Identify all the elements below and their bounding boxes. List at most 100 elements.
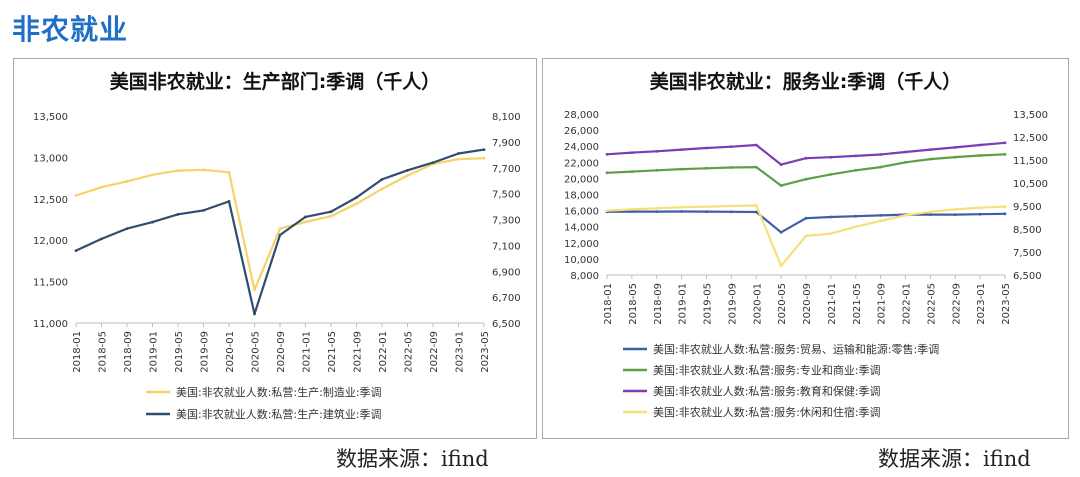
x-tick-label: 2022-05	[926, 283, 937, 325]
x-tick-label: 2019-05	[703, 283, 714, 325]
y-left-tick-label: 12,500	[33, 195, 68, 206]
legend-label: 美国:非农就业人数:私营:服务:教育和保健:季调	[653, 384, 881, 398]
data-point	[380, 178, 384, 181]
data-point	[929, 210, 932, 214]
data-point	[730, 166, 733, 169]
x-tick-label: 2023-01	[976, 283, 987, 325]
data-point	[227, 200, 231, 203]
data-point	[329, 214, 333, 218]
data-point	[100, 237, 103, 241]
series-line-3	[606, 141, 1006, 166]
y-right-tick-label: 7,900	[492, 138, 521, 149]
x-tick-label: 2019-01	[149, 331, 160, 373]
y-left-tick-label: 10,000	[564, 255, 599, 266]
y-right-tick-label: 7,500	[492, 190, 521, 201]
data-point	[457, 157, 460, 161]
data-point	[680, 148, 683, 151]
x-tick-label: 2019-09	[727, 283, 738, 325]
x-tick-label: 2020-05	[777, 283, 788, 325]
x-tick-label: 2018-01	[72, 331, 83, 373]
data-point	[829, 173, 833, 176]
x-tick-label: 2021-09	[877, 283, 888, 325]
y-right-tick-label: 7,300	[492, 216, 521, 227]
x-tick-label: 2020-05	[251, 331, 262, 373]
y-left-tick-label: 12,000	[33, 236, 68, 247]
chart-panel-services: 美国非农就业：服务业:季调（千人） 8,000 10,000 12,000 14,00…	[542, 58, 1069, 439]
data-point	[176, 169, 180, 172]
data-point	[804, 156, 808, 160]
data-point	[754, 210, 758, 214]
data-point	[605, 171, 609, 175]
data-point	[355, 196, 358, 199]
data-point	[176, 212, 180, 216]
x-tick-label: 2018-05	[628, 283, 639, 325]
data-point	[630, 210, 634, 214]
data-point	[125, 180, 129, 183]
data-point	[329, 210, 333, 214]
y-right-tick-label: 6,500	[492, 319, 521, 330]
x-tick-label: 2018-01	[603, 283, 614, 325]
data-point	[655, 210, 659, 214]
data-point	[953, 155, 957, 159]
data-point	[978, 154, 982, 157]
data-point	[978, 143, 982, 147]
data-point	[953, 213, 957, 217]
data-point	[304, 220, 307, 224]
x-tick-label: 2022-09	[429, 331, 440, 373]
data-point	[730, 210, 733, 214]
data-point	[804, 177, 808, 181]
data-point	[655, 149, 659, 153]
data-point	[754, 204, 758, 207]
y-left-tick-label: 26,000	[564, 126, 599, 137]
data-point	[1003, 205, 1007, 209]
y-left-tick-label: 14,000	[564, 223, 599, 234]
x-tick-label: 2023-05	[1001, 283, 1012, 325]
data-point	[74, 249, 78, 253]
data-point	[406, 168, 409, 172]
data-point	[278, 233, 282, 237]
y-left-tick-label: 24,000	[564, 142, 599, 153]
data-point	[854, 168, 858, 172]
legend-label: 美国:非农就业人数:私营:生产:制造业:季调	[176, 385, 382, 399]
y-left-tick-label: 13,500	[33, 112, 68, 123]
y-left-tick-label: 11,500	[33, 278, 68, 289]
data-point	[630, 170, 634, 173]
data-point	[680, 210, 683, 213]
data-point	[953, 208, 957, 211]
data-point	[482, 148, 486, 151]
y-right-tick-label: 12,500	[1013, 133, 1048, 144]
data-point	[829, 155, 833, 159]
x-tick-label: 2021-09	[353, 331, 364, 373]
data-point	[202, 209, 205, 212]
y-right-tick-label: 6,900	[492, 267, 521, 278]
data-point	[151, 220, 154, 224]
data-point	[705, 205, 708, 209]
y-right-tick-label: 13,500	[1013, 110, 1048, 121]
data-point	[380, 187, 384, 191]
y-right-tick-label: 11,500	[1013, 156, 1048, 167]
data-point	[630, 208, 634, 211]
data-point	[705, 166, 708, 170]
y-left-tick-label: 11,000	[33, 319, 68, 330]
data-point	[253, 288, 256, 292]
data-point	[355, 202, 358, 206]
x-tick-label: 2019-01	[678, 283, 689, 325]
data-point	[1003, 141, 1007, 145]
data-point	[829, 232, 833, 236]
x-tick-label: 2023-01	[455, 331, 466, 373]
data-point	[705, 210, 708, 214]
data-point	[655, 206, 659, 210]
data-point	[929, 213, 932, 217]
data-point	[779, 230, 783, 234]
page-title: 非农就业	[12, 13, 129, 46]
data-point	[854, 225, 858, 229]
y-left-tick-label: 20,000	[564, 174, 599, 185]
x-tick-label: 2020-09	[802, 283, 813, 325]
x-tick-label: 2021-01	[302, 331, 313, 373]
x-tick-label: 2019-05	[174, 331, 185, 373]
data-point	[879, 165, 882, 169]
x-tick-label: 2022-05	[404, 331, 415, 373]
data-point	[278, 227, 282, 231]
y-right-tick-label: 7,100	[492, 241, 521, 252]
data-point	[431, 161, 435, 164]
